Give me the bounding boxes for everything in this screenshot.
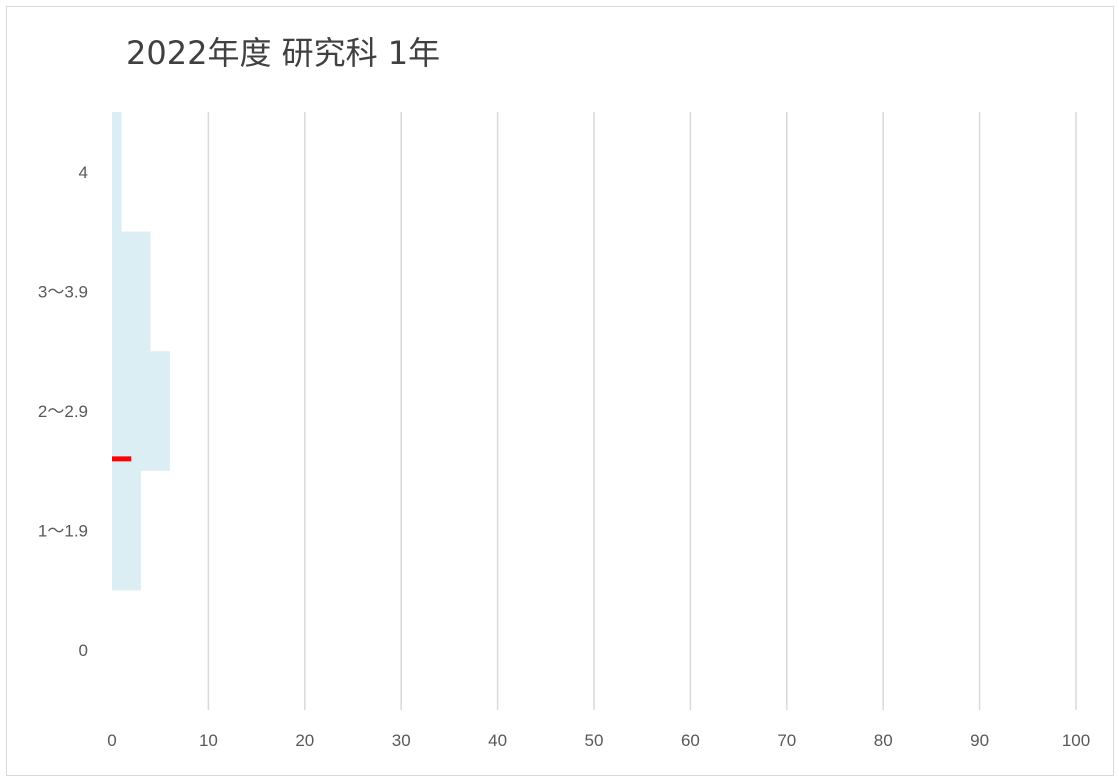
x-tick-label-20: 20 xyxy=(295,731,314,750)
x-tick-label-100: 100 xyxy=(1062,731,1090,750)
y-tick-label-3: 3〜3.9 xyxy=(38,282,88,301)
x-tick-label-70: 70 xyxy=(777,731,796,750)
x-tick-label-90: 90 xyxy=(970,731,989,750)
y-tick-label-2: 2〜2.9 xyxy=(38,402,88,421)
y-tick-label-1: 1〜1.9 xyxy=(38,522,88,541)
x-tick-label-30: 30 xyxy=(392,731,411,750)
y-tick-label-0: 0 xyxy=(79,641,88,660)
x-tick-label-60: 60 xyxy=(681,731,700,750)
x-tick-label-40: 40 xyxy=(488,731,507,750)
bar-2 xyxy=(112,351,170,471)
bar-1 xyxy=(112,470,141,591)
x-tick-label-10: 10 xyxy=(199,731,218,750)
x-tick-label-80: 80 xyxy=(874,731,893,750)
x-tick-label-50: 50 xyxy=(585,731,604,750)
x-axis-labels: 0 10 20 30 40 50 60 70 80 90 100 xyxy=(107,731,1090,750)
y-axis-labels: 0 1〜1.9 2〜2.9 3〜3.9 4 xyxy=(38,163,88,660)
gridlines xyxy=(207,112,1077,710)
bars xyxy=(112,112,170,591)
x-tick-label-0: 0 xyxy=(107,731,116,750)
chart-frame xyxy=(6,6,1114,776)
y-tick-label-4: 4 xyxy=(79,163,88,182)
bar-3 xyxy=(112,231,151,352)
bar-4 xyxy=(112,112,122,232)
chart-title: 2022年度 研究科 1年 xyxy=(126,34,441,72)
